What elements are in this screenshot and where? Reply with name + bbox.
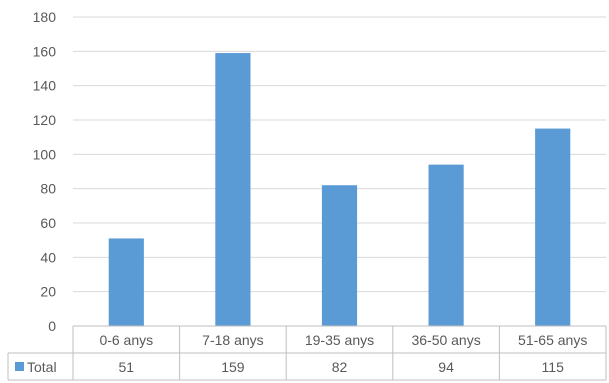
y-tick-label: 160 [33, 43, 57, 59]
y-tick-label: 80 [40, 181, 56, 197]
bar [321, 185, 358, 326]
y-tick-label: 140 [33, 78, 57, 94]
data-label: 159 [221, 359, 245, 375]
y-tick-label: 180 [33, 9, 57, 25]
x-category-label: 0-6 anys [99, 332, 153, 348]
y-tick-label: 0 [48, 318, 56, 334]
bar [215, 53, 251, 327]
y-tick-label: 20 [40, 284, 56, 300]
y-tick-label: 100 [33, 146, 57, 162]
data-label: 115 [542, 359, 565, 375]
bar [108, 238, 144, 326]
data-label: 82 [332, 359, 348, 375]
bars [108, 53, 571, 327]
x-category-label: 51-65 anys [518, 332, 587, 348]
bar [428, 164, 464, 326]
gridlines [73, 16, 606, 293]
y-tick-label: 60 [40, 215, 56, 231]
x-category-label: 7-18 anys [202, 332, 263, 348]
x-category-label: 19-35 anys [305, 332, 374, 348]
x-category-label: 36-50 anys [411, 332, 480, 348]
y-tick-label: 40 [40, 249, 56, 265]
y-axis: 0 20 40 60 80 100 120 140 160 180 [33, 9, 57, 334]
legend-swatch [15, 362, 24, 371]
bar [535, 128, 571, 326]
data-table: 0-6 anys 51 7-18 anys 159 19-35 anys 82 36-50 … [7, 325, 607, 381]
data-label: 94 [438, 359, 454, 375]
data-label: 51 [119, 359, 135, 375]
legend-label: Total [27, 359, 57, 375]
y-tick-label: 120 [33, 112, 57, 128]
